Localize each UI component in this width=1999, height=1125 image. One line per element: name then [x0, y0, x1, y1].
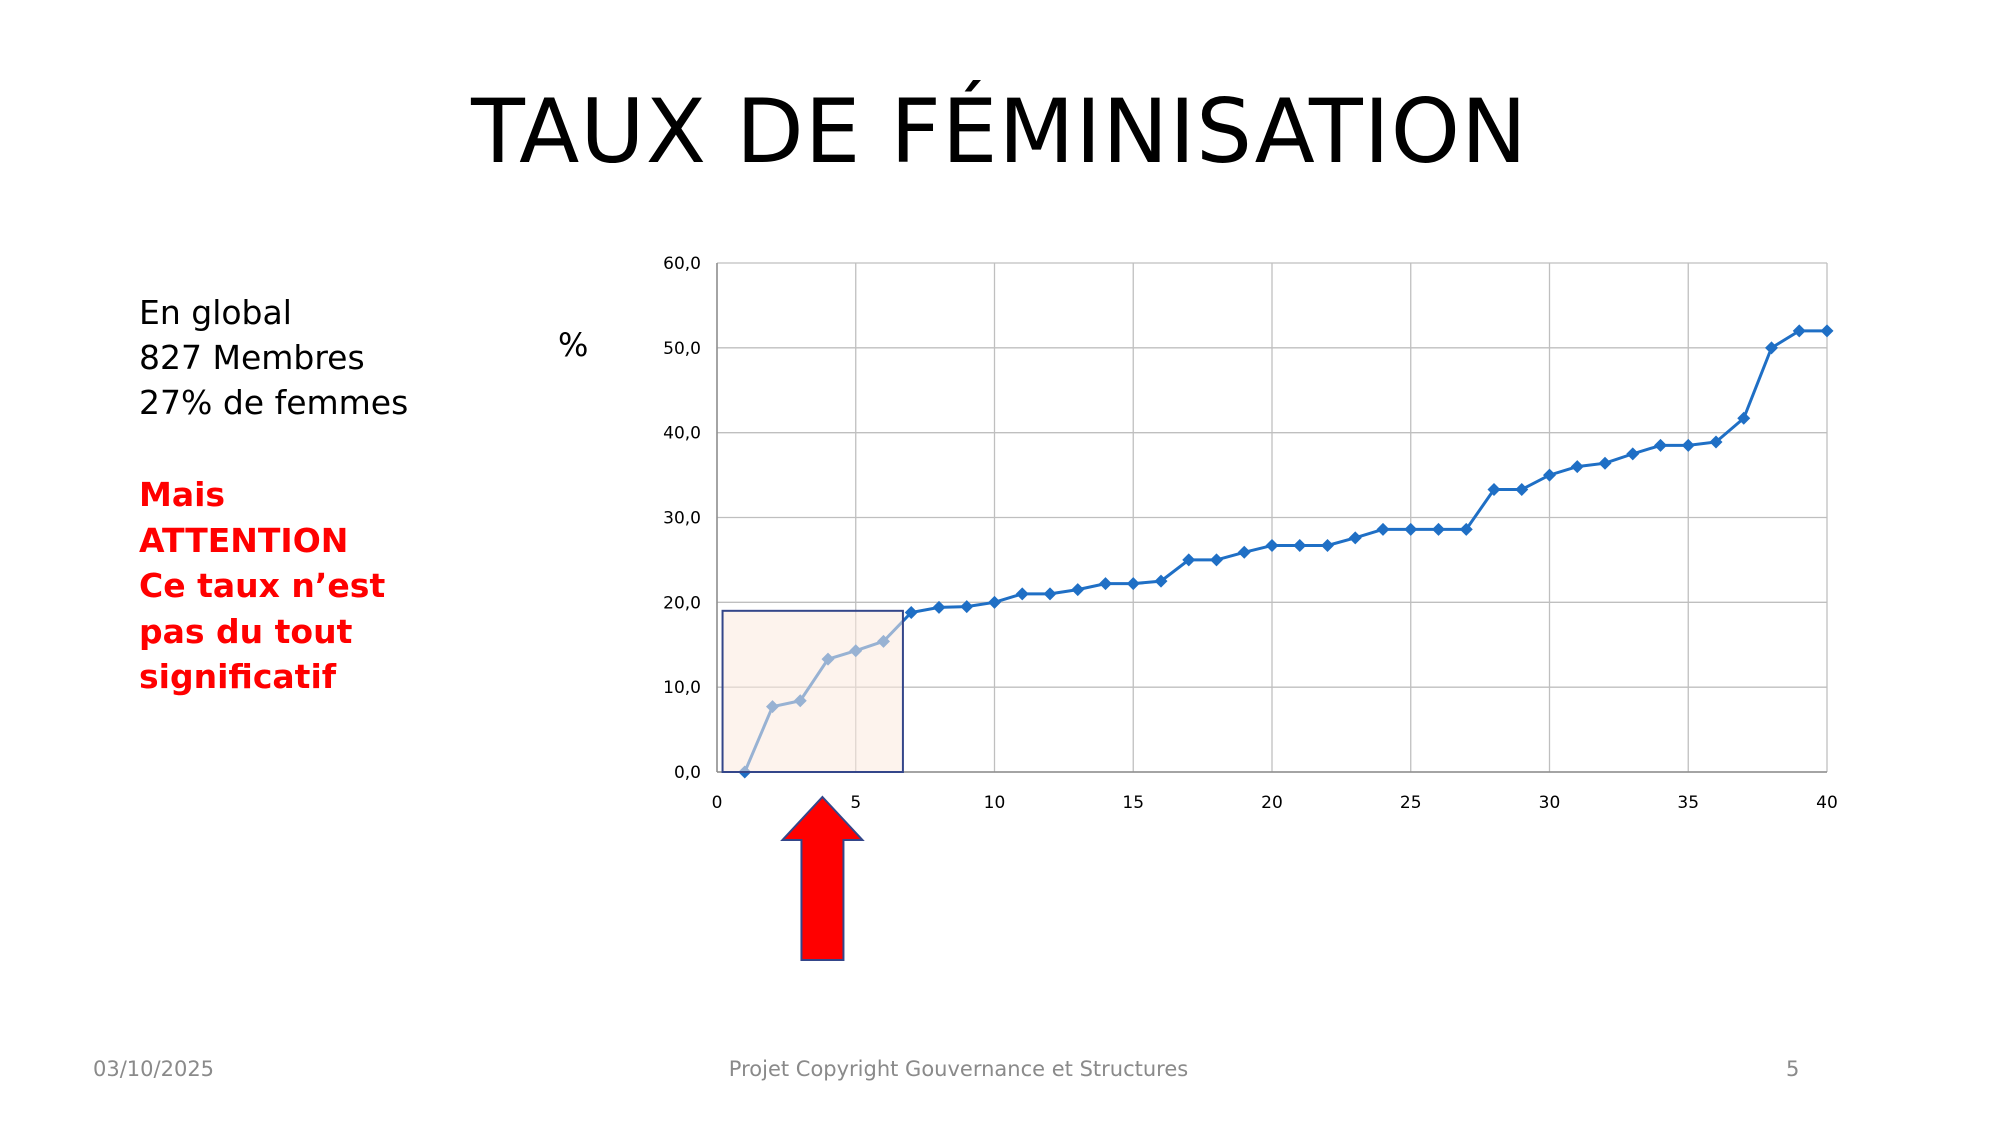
footer-title: Projet Copyright Gouvernance et Structur…: [728, 1057, 1189, 1081]
data-point: [1681, 438, 1695, 452]
data-point: [1210, 553, 1223, 567]
x-tick-label: 30: [1539, 793, 1561, 813]
x-tick-label: 0: [712, 793, 723, 813]
data-point: [1043, 587, 1057, 601]
warning-line-1: Mais: [139, 475, 226, 514]
x-tick-label: 20: [1261, 793, 1283, 813]
data-point: [1459, 522, 1473, 536]
x-tick-label: 35: [1677, 793, 1699, 813]
y-tick-label: 30,0: [663, 509, 701, 529]
highlight-box: [721, 609, 904, 773]
data-point: [1515, 483, 1529, 497]
y-unit-label: %: [558, 326, 589, 364]
y-tick-label: 60,0: [663, 254, 701, 274]
data-point: [1099, 577, 1112, 591]
slide-title: TAUX DE FÉMINISATION: [471, 80, 1528, 183]
summary-text: En global 827 Membres 27% de femmes: [139, 290, 408, 425]
data-point: [1348, 531, 1362, 545]
data-point: [1792, 324, 1806, 338]
arrow-layer: [721, 609, 904, 961]
data-point: [1237, 545, 1251, 559]
warning-text: Mais ATTENTION Ce taux n’est pas du tout…: [139, 472, 385, 700]
x-tick-label: 5: [850, 793, 861, 813]
y-tick-label: 50,0: [663, 339, 701, 359]
data-point: [1432, 522, 1445, 536]
page-number: 5: [1786, 1057, 1800, 1081]
data-point: [1487, 483, 1501, 497]
data-point: [1265, 538, 1279, 552]
data-point: [1404, 522, 1418, 536]
data-point: [1376, 522, 1390, 536]
summary-line-members: 827 Membres: [139, 338, 365, 377]
data-point: [1015, 587, 1029, 601]
warning-line-2: ATTENTION: [139, 520, 349, 560]
data-point: [1820, 324, 1834, 338]
data-point: [960, 600, 974, 614]
data-point: [904, 606, 918, 620]
x-tick-label: 15: [1122, 793, 1144, 813]
summary-line-women: 27% de femmes: [139, 383, 409, 422]
summary-line-scope: En global: [139, 293, 292, 332]
red-up-arrow: [780, 795, 865, 961]
tick-labels: 0,0 10,0 20,0 30,0 40,0 50,0 60,0 0 5 10 15 20 25 30 3…: [663, 254, 1838, 813]
footer-date: 03/10/2025: [93, 1057, 215, 1081]
series-layer: [738, 324, 1834, 779]
data-point: [1570, 460, 1584, 474]
x-tick-label: 40: [1816, 793, 1838, 813]
y-tick-label: 0,0: [674, 763, 701, 783]
data-point: [932, 600, 946, 614]
data-point: [1182, 553, 1196, 567]
data-point: [988, 595, 1001, 609]
data-point: [1543, 468, 1556, 482]
data-point: [1071, 583, 1085, 597]
x-tick-label: 10: [984, 793, 1006, 813]
data-point: [1654, 438, 1667, 452]
data-point: [1293, 538, 1307, 552]
data-point: [1154, 574, 1168, 588]
data-point: [1626, 447, 1640, 461]
warning-line-5: significatif: [139, 657, 337, 696]
y-tick-label: 20,0: [663, 593, 701, 613]
data-point: [1321, 538, 1334, 552]
x-tick-label: 25: [1400, 793, 1422, 813]
data-point: [1126, 577, 1140, 591]
data-point: [1765, 341, 1778, 355]
warning-line-4: pas du tout: [139, 611, 353, 651]
data-point: [1598, 456, 1612, 470]
warning-line-3: Ce taux n’est: [139, 566, 386, 605]
y-tick-label: 10,0: [663, 678, 701, 698]
series-line: [743, 329, 1827, 773]
data-point: [1709, 435, 1723, 449]
y-tick-label: 40,0: [663, 424, 701, 444]
data-point: [1737, 411, 1751, 425]
